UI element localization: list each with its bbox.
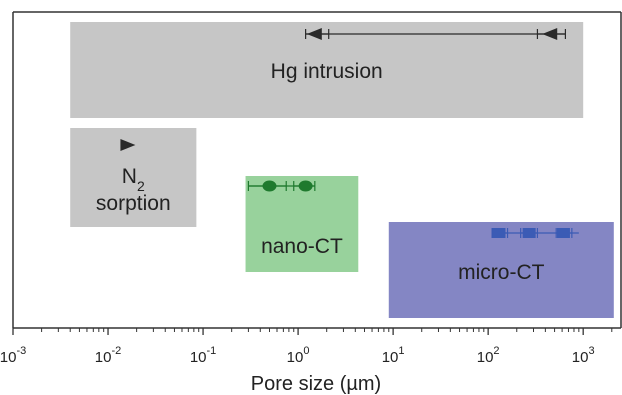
- range-label-micro-ct: micro-CT: [458, 261, 544, 284]
- x-axis-label: Pore size (µm): [251, 373, 381, 395]
- x-tick-label-4: 101: [382, 345, 405, 366]
- plot-frame: [12, 11, 622, 329]
- range-markers: [120, 28, 579, 238]
- marker-nano-ct-1: [298, 180, 313, 192]
- x-tick-label-1: 10-2: [95, 345, 121, 366]
- x-axis-tick-labels: 10-3 10-2 10-1 100 101 102 103: [0, 345, 595, 366]
- range-box-nano-ct: [245, 176, 359, 272]
- marker-micro-ct-2: [556, 228, 570, 238]
- x-tick-label-2: 10-1: [190, 345, 216, 366]
- x-axis-ticks: [12, 328, 613, 335]
- marker-hg-intrusion-1: [542, 28, 558, 40]
- range-label-n-sorption: N2: [122, 165, 145, 194]
- x-tick-label-5: 102: [477, 345, 500, 366]
- marker-micro-ct-0: [492, 228, 506, 238]
- range-label-hg-intrusion: Hg intrusion: [271, 60, 383, 83]
- x-tick-label-0: 10-3: [0, 345, 26, 366]
- x-tick-label-6: 103: [572, 345, 595, 366]
- range-label-line2-n-sorption: sorption: [96, 192, 171, 215]
- x-tick-label-3: 100: [287, 345, 310, 366]
- marker-hg-intrusion-0: [306, 28, 322, 40]
- marker-nano-ct-0: [262, 180, 277, 192]
- range-label-nano-ct: nano-CT: [261, 235, 343, 258]
- marker-n-sorption-0: [120, 139, 136, 151]
- range-box-hg-intrusion: [70, 22, 584, 118]
- marker-micro-ct-1: [522, 228, 536, 238]
